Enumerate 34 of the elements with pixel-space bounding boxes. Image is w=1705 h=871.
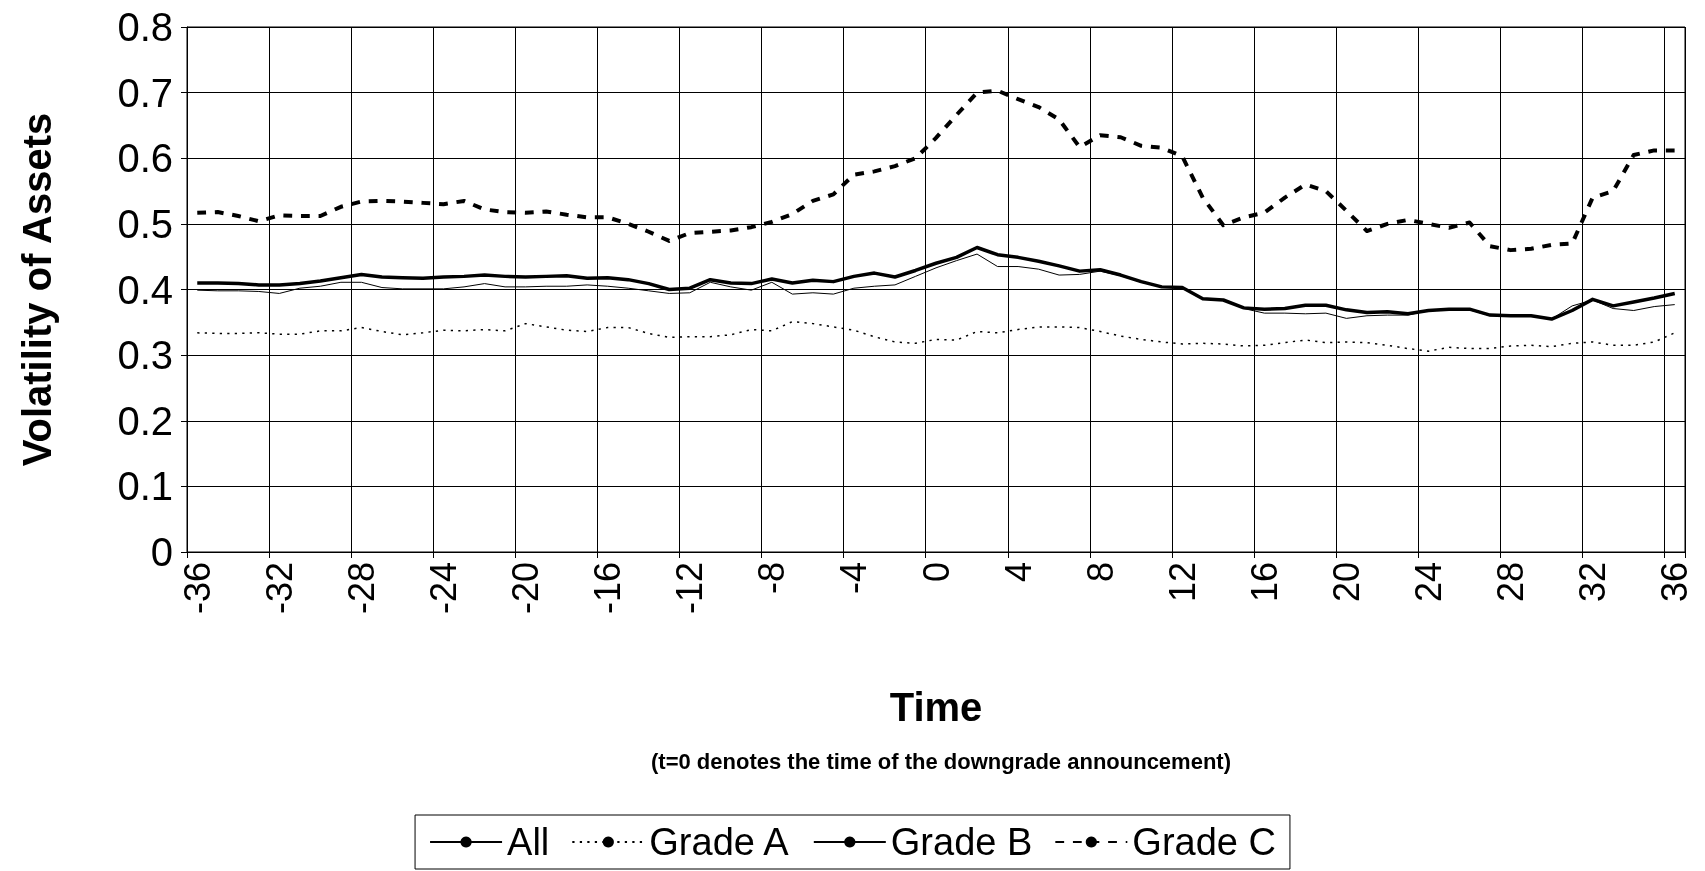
legend-label: All — [507, 821, 550, 863]
x-tick-label: -24 — [423, 562, 465, 615]
x-tick-label: -16 — [587, 562, 629, 615]
x-axis-title: Time — [889, 685, 983, 729]
x-tick-label: 4 — [997, 562, 1039, 583]
y-tick-label: 0.6 — [117, 136, 173, 181]
x-tick-label: -28 — [340, 562, 382, 615]
x-tick-label: 12 — [1161, 562, 1203, 603]
x-tick-label: 24 — [1407, 562, 1449, 603]
x-tick-label: -20 — [505, 562, 547, 615]
x-tick-label: -8 — [751, 562, 793, 595]
y-tick-label: 0.2 — [117, 398, 173, 443]
x-tick-label: -4 — [833, 562, 875, 595]
y-tick-label: 0.4 — [117, 267, 173, 312]
y-tick-label: 0.3 — [117, 333, 173, 378]
y-tick-label: 0.7 — [117, 70, 173, 115]
x-tick-label: -36 — [176, 562, 218, 615]
y-tick-label: 0.8 — [117, 5, 173, 49]
y-tick-label: 0.1 — [117, 464, 173, 509]
text: (t=0 denotes the time of the downgrade announcement) — [651, 748, 1231, 774]
x-tick-label: 36 — [1654, 562, 1696, 603]
x-tick-label: 32 — [1572, 562, 1614, 603]
x-tick-label: -12 — [669, 562, 711, 615]
x-tick-label: 16 — [1243, 562, 1285, 603]
x-tick-label: 8 — [1079, 562, 1121, 583]
legend-label: Grade C — [1132, 821, 1276, 863]
x-tick-label: 0 — [915, 562, 957, 583]
x-tick-label: 20 — [1325, 562, 1367, 603]
x-tick-label: -32 — [258, 562, 300, 615]
x-tick-label: 28 — [1490, 562, 1532, 603]
legend-label: Grade B — [890, 821, 1033, 863]
y-tick-label: 0.5 — [117, 201, 173, 246]
y-axis-title: Volatility of Assets — [15, 112, 59, 467]
legend-label: Grade A — [649, 821, 790, 863]
